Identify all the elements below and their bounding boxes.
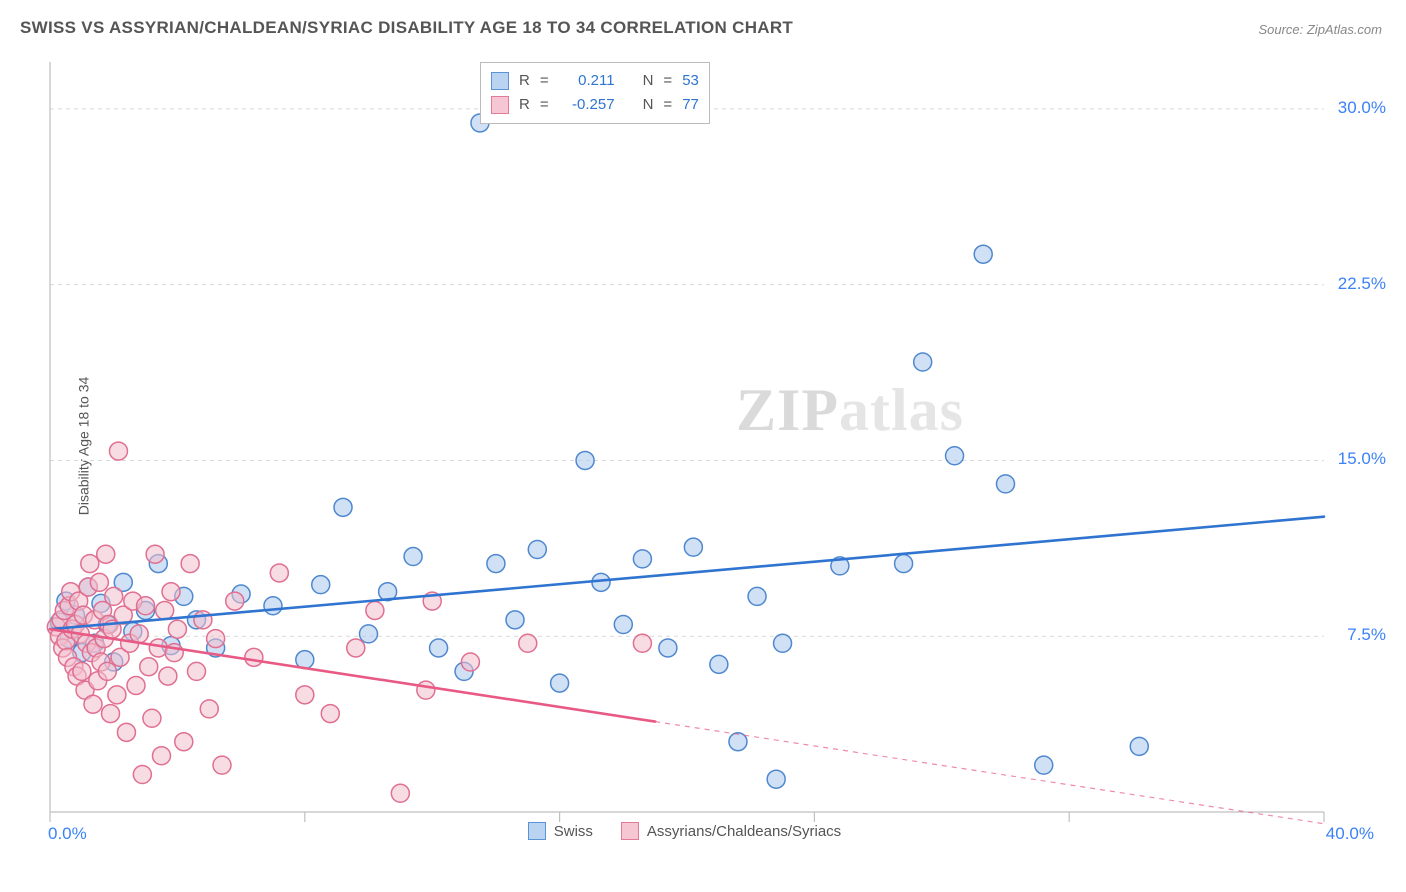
- legend-r-label: R: [519, 93, 530, 117]
- correlation-legend-row: R = -0.257 N = 77: [491, 93, 699, 117]
- y-tick-label: 30.0%: [1330, 98, 1386, 118]
- scatter-plot-svg: [46, 56, 1386, 846]
- series-legend-item: Assyrians/Chaldeans/Syriacs: [621, 822, 841, 840]
- correlation-legend-row: R = 0.211 N = 53: [491, 69, 699, 93]
- y-tick-label: 7.5%: [1330, 625, 1386, 645]
- legend-eq: =: [663, 69, 672, 93]
- source-attribution: Source: ZipAtlas.com: [1258, 22, 1382, 37]
- plot-area: ZIPatlas R = 0.211 N = 53 R = -0.257 N = 77 Swiss As…: [46, 56, 1386, 846]
- legend-r-value: -0.257: [559, 93, 615, 117]
- legend-swatch: [491, 96, 509, 114]
- series-legend-label: Assyrians/Chaldeans/Syriacs: [647, 823, 841, 840]
- x-tick-label: 0.0%: [48, 824, 87, 844]
- legend-swatch: [528, 822, 546, 840]
- watermark: ZIPatlas: [736, 376, 964, 445]
- legend-n-value: 53: [682, 69, 699, 93]
- correlation-legend: R = 0.211 N = 53 R = -0.257 N = 77: [480, 62, 710, 124]
- series-legend-item: Swiss: [528, 822, 593, 840]
- source-name: ZipAtlas.com: [1307, 22, 1382, 37]
- legend-r-value: 0.211: [559, 69, 615, 93]
- chart-container: SWISS VS ASSYRIAN/CHALDEAN/SYRIAC DISABI…: [0, 0, 1406, 892]
- legend-eq: =: [663, 93, 672, 117]
- y-tick-label: 22.5%: [1330, 274, 1386, 294]
- y-tick-label: 15.0%: [1330, 449, 1386, 469]
- chart-title: SWISS VS ASSYRIAN/CHALDEAN/SYRIAC DISABI…: [20, 18, 793, 38]
- legend-eq: =: [540, 69, 549, 93]
- legend-swatch: [491, 72, 509, 90]
- watermark-atlas: atlas: [839, 377, 964, 443]
- legend-n-value: 77: [682, 93, 699, 117]
- watermark-zip: ZIP: [736, 377, 839, 443]
- source-label: Source:: [1258, 22, 1306, 37]
- legend-n-label: N: [643, 93, 654, 117]
- legend-eq: =: [540, 93, 549, 117]
- legend-n-label: N: [643, 69, 654, 93]
- series-legend: Swiss Assyrians/Chaldeans/Syriacs: [528, 822, 841, 840]
- legend-swatch: [621, 822, 639, 840]
- series-legend-label: Swiss: [554, 823, 593, 840]
- x-tick-label: 40.0%: [1326, 824, 1374, 844]
- legend-r-label: R: [519, 69, 530, 93]
